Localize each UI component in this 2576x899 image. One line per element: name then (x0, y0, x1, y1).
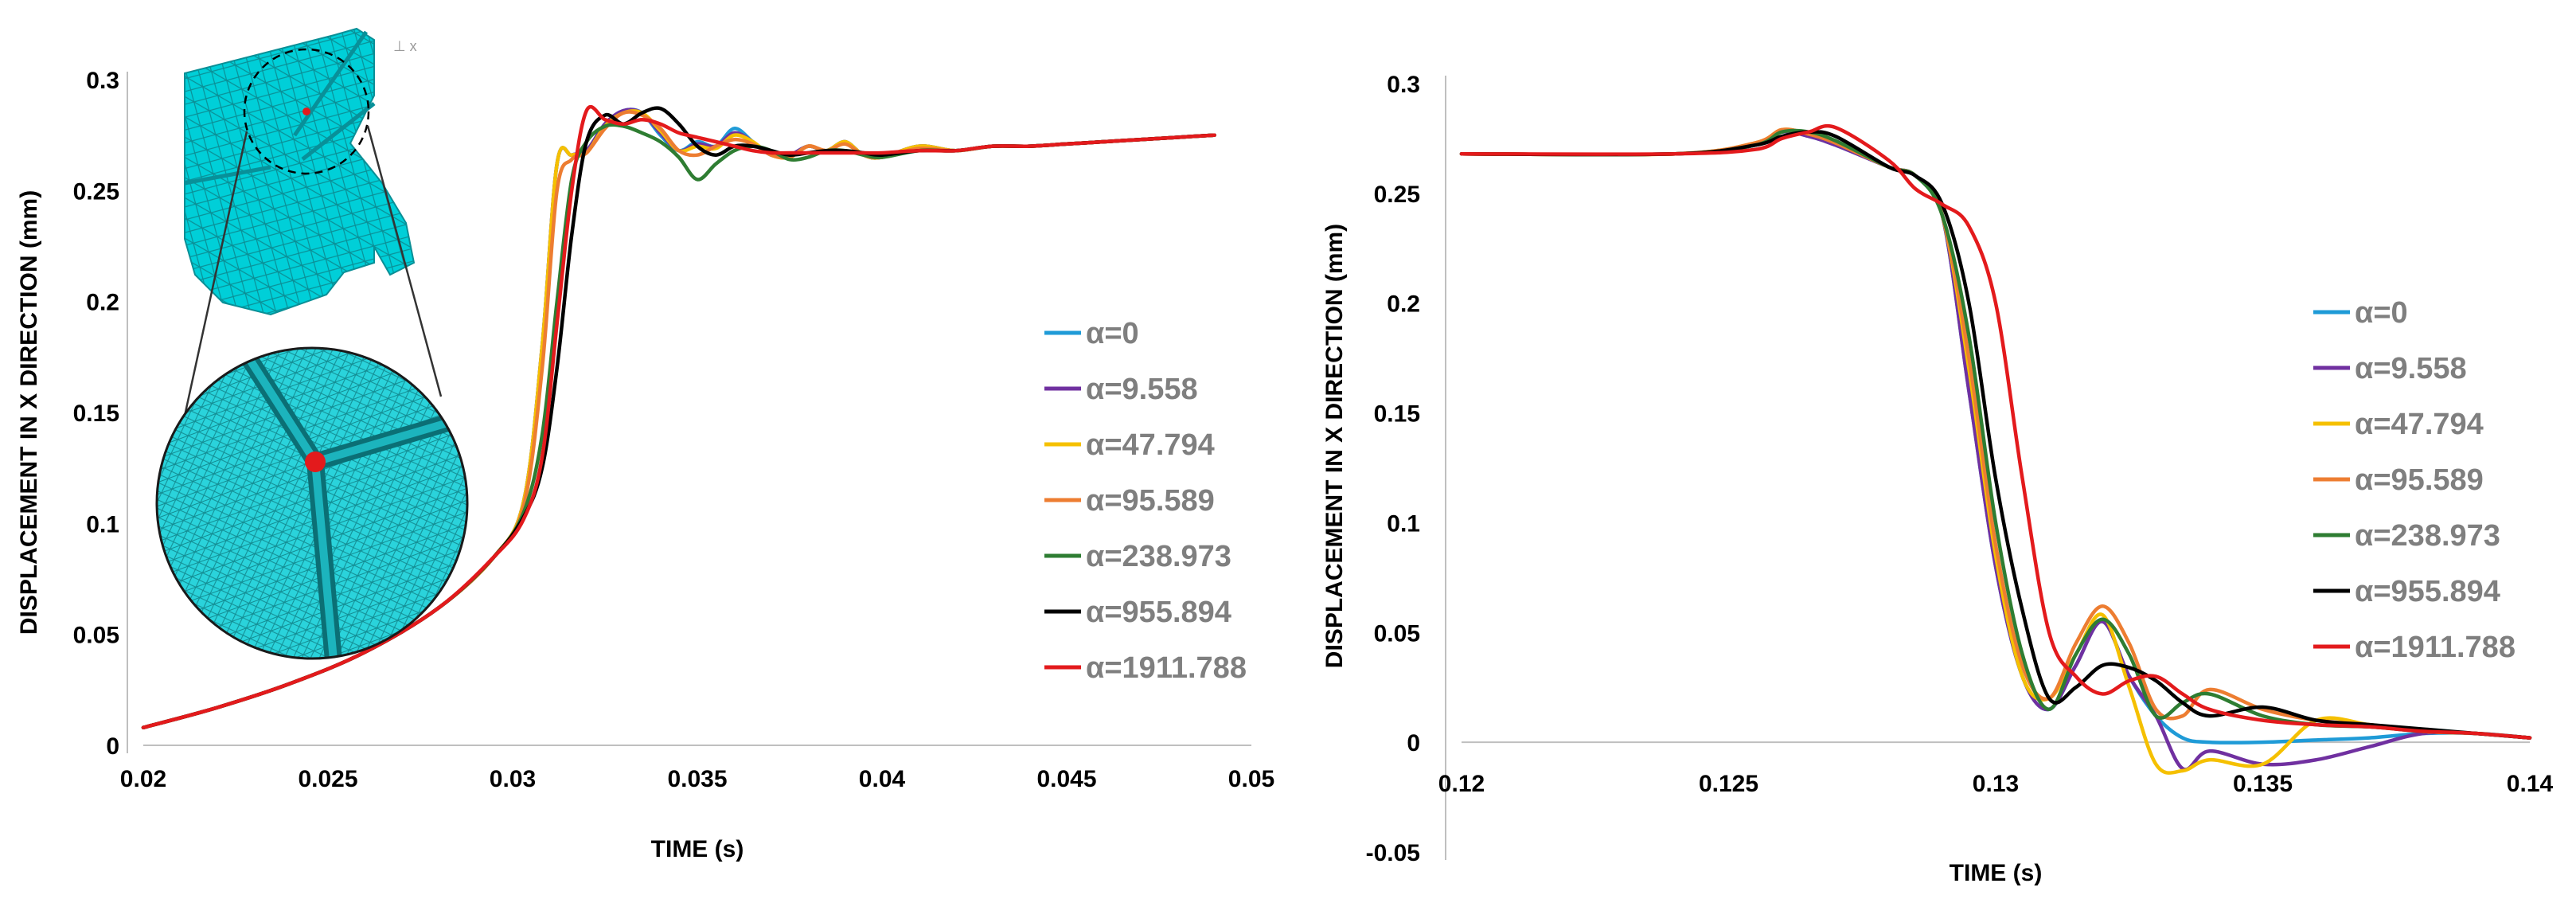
zoom-source-circle (243, 48, 370, 175)
chart-left-y-tick-label: 0.1 (86, 511, 119, 537)
chart-left-x-axis-label: TIME (s) (651, 836, 744, 862)
chart-right-x-tick-label: 0.13 (1973, 771, 2019, 797)
chart-left-legend-label: α=1911.788 (1086, 651, 1247, 685)
chart-right-x-tick-label: 0.14 (2507, 771, 2554, 797)
chart-left-legend-label: α=47.794 (1086, 428, 1215, 462)
chart-right-x-axis-label: TIME (s) (1950, 860, 2043, 886)
chart-left-y-tick-label: 0.25 (73, 178, 119, 205)
chart-left-y-tick-label: 0.3 (86, 68, 119, 94)
chart-right-legend-label: α=1911.788 (2355, 631, 2516, 664)
chart-left-x-tick-label: 0.025 (298, 766, 357, 792)
chart-left-series-line (141, 104, 1216, 729)
chart-right-y-tick-label: 0.1 (1387, 510, 1420, 537)
chart-right-legend-label: α=0 (2355, 296, 2408, 330)
chart-right-legend-label: α=47.794 (2355, 408, 2484, 441)
axis-triad: ⊥ x (393, 38, 417, 54)
chart-left-y-tick-label: 0 (106, 733, 119, 760)
part-body (184, 27, 416, 316)
chart-right-series-line (1459, 127, 2532, 775)
zoom-connector-left (175, 131, 248, 453)
zoom-circle (155, 346, 469, 660)
chart-right-lines (1459, 123, 2532, 775)
chart-right-series-line (1459, 123, 2532, 740)
chart-right: 0.12 0.125 0.13 0.135 0.14 -0.05 0 0.05 0.1 0.15 0… (1321, 72, 2554, 886)
chart-left-y-tick-label: 0.05 (73, 623, 119, 649)
chart-right-legend-label: α=95.589 (2355, 463, 2484, 497)
chart-left: 0.02 0.025 0.03 0.035 0.04 0.045 0.05 0 0.05 0.1 0… (16, 27, 1274, 862)
chart-right-series-line (1459, 130, 2532, 772)
chart-right-y-tick-label: 0.3 (1387, 72, 1420, 98)
chart-right-x-tick-label: 0.12 (1438, 771, 1485, 797)
chart-left-lines (141, 104, 1216, 729)
chart-left-legend: α=0 α=9.558 α=47.794 α=95.589 α=238.973 α=955… (1044, 317, 1247, 685)
mesh-inset: ⊥ x (155, 27, 469, 660)
chart-left-x-tick-label: 0.045 (1036, 766, 1096, 792)
chart-left-x-tick-label: 0.02 (120, 766, 166, 792)
chart-right-y-axis-label: DISPLACEMENT IN X DIRECTION (mm) (1321, 224, 1348, 668)
zoom-connector-right (366, 125, 443, 397)
chart-right-x-tick-label: 0.125 (1699, 771, 1758, 797)
chart-left-x-tick-label: 0.04 (859, 766, 906, 792)
chart-left-axes: 0.02 0.025 0.03 0.035 0.04 0.045 0.05 0 0.05 0.1 0… (16, 68, 1274, 862)
chart-right-x-tick-label: 0.135 (2233, 771, 2293, 797)
chart-left-y-axis-label: DISPLACEMENT IN X DIRECTION (mm) (16, 190, 42, 635)
chart-left-legend-label: α=0 (1086, 317, 1139, 350)
chart-left-x-tick-label: 0.035 (667, 766, 727, 792)
chart-right-legend-label: α=238.973 (2355, 519, 2500, 553)
chart-right-y-tick-label: 0.25 (1374, 182, 1420, 208)
chart-left-y-tick-label: 0.15 (73, 401, 119, 427)
chart-right-y-tick-label: -0.05 (1366, 840, 1420, 866)
chart-right-legend-label: α=955.894 (2355, 575, 2500, 608)
chart-right-y-tick-label: 0.05 (1374, 620, 1420, 647)
chart-left-legend-label: α=9.558 (1086, 373, 1198, 406)
chart-right-y-tick-label: 0.15 (1374, 401, 1420, 428)
chart-right-axes: 0.12 0.125 0.13 0.135 0.14 -0.05 0 0.05 0.1 0.15 0… (1321, 72, 2554, 886)
chart-left-legend-label: α=955.894 (1086, 596, 1231, 629)
chart-left-legend-label: α=238.973 (1086, 540, 1231, 573)
chart-left-x-tick-label: 0.05 (1228, 766, 1274, 792)
chart-right-y-tick-label: 0.2 (1387, 291, 1420, 318)
chart-left-y-tick-label: 0.2 (86, 290, 119, 316)
chart-right-legend-label: α=9.558 (2355, 352, 2467, 385)
node-marker-small (302, 107, 310, 115)
chart-left-legend-label: α=95.589 (1086, 484, 1215, 518)
chart-left-x-tick-label: 0.03 (490, 766, 536, 792)
chart-right-y-tick-label: 0 (1407, 730, 1420, 756)
chart-right-legend: α=0 α=9.558 α=47.794 α=95.589 α=238.973 α=955… (2313, 296, 2516, 664)
node-marker-zoom (305, 451, 326, 472)
